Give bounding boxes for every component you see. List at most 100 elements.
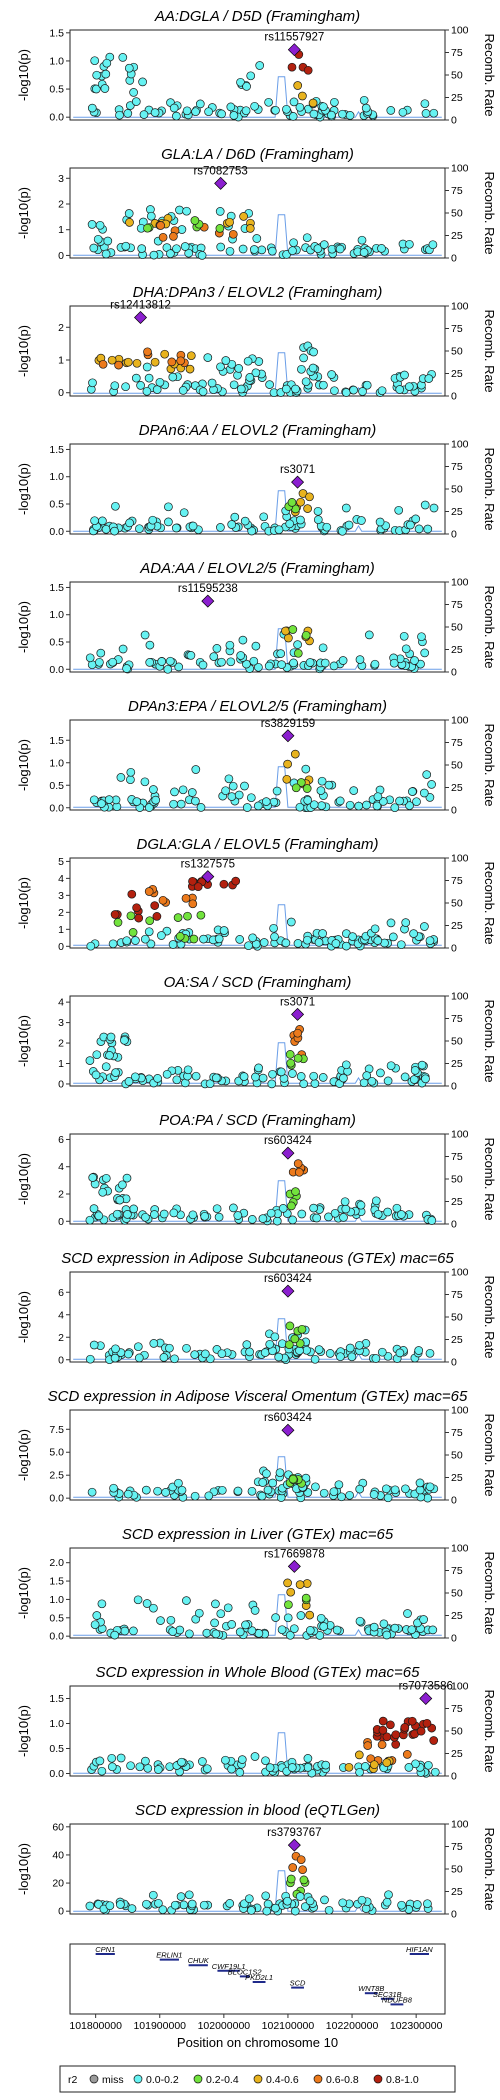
legend-label: miss [102, 2074, 124, 2086]
snp-point [258, 1478, 268, 1487]
right-tick-label: 25 [451, 1058, 463, 1070]
snp-point [338, 656, 348, 665]
snp-point [93, 234, 103, 244]
snp-point [259, 938, 269, 947]
panel-title: SCD expression in Liver (GTEx) mac=65 [122, 1526, 394, 1543]
right-axis-label: Recomb. Rate [482, 585, 497, 668]
snp-point [226, 657, 236, 667]
snp-point [110, 526, 119, 536]
snp-point [397, 1210, 406, 1219]
y-tick-label: 0 [58, 941, 64, 953]
right-tick-label: 50 [451, 1726, 463, 1738]
snp-point [286, 1874, 296, 1884]
snp-point [247, 526, 257, 536]
y-tick-label: 2.0 [49, 1557, 64, 1569]
lead-snp-marker [291, 1007, 305, 1021]
gene-label: NDUFB8 [382, 1995, 413, 2004]
snp-point [253, 801, 263, 811]
snp-point [136, 381, 145, 390]
snp-point [405, 239, 414, 249]
snp-point [129, 1626, 138, 1636]
snp-point [405, 801, 414, 810]
lead-snp-label: rs603424 [264, 1135, 313, 1147]
snp-point [362, 1071, 372, 1080]
snp-point [211, 1073, 221, 1083]
snp-point [379, 1619, 389, 1629]
snp-point [142, 1899, 151, 1909]
snp-point [110, 381, 120, 391]
snp-point [153, 1486, 162, 1496]
panel-11: SCD expression in Liver (GTEx) mac=65 0.0… [16, 1526, 497, 1645]
snp-point [284, 1340, 294, 1350]
snp-point [427, 1216, 437, 1225]
snp-point [344, 520, 354, 530]
right-tick-label: 100 [451, 991, 469, 1003]
plot-frame [69, 1823, 446, 1915]
right-tick-label: 25 [451, 1610, 463, 1622]
snp-point [96, 648, 106, 658]
snp-point [123, 1210, 132, 1219]
snp-point [174, 1478, 183, 1488]
snp-point [176, 799, 186, 809]
snp-point [148, 1890, 158, 1900]
snp-point [313, 244, 323, 254]
snp-point [355, 1484, 365, 1494]
snp-point [403, 1609, 412, 1618]
snp-point [334, 1480, 344, 1490]
right-tick-label: 0 [451, 943, 457, 955]
gene-label: WNT8B [358, 1984, 384, 1993]
snp-point [428, 240, 438, 250]
snp-point [400, 370, 409, 380]
right-axis-label: Recomb. Rate [482, 1551, 497, 1634]
lead-snp-label: rs603424 [264, 1412, 313, 1424]
snp-point [127, 1904, 137, 1913]
snp-point [310, 1079, 320, 1088]
lead-snp-label: rs603424 [264, 1273, 313, 1285]
snp-point [349, 786, 359, 795]
snp-point [247, 1626, 257, 1635]
right-tick-label: 0 [451, 1771, 457, 1783]
snp-point [246, 793, 256, 803]
y-axis-label: -log10(p) [16, 1567, 31, 1619]
snp-point [217, 1349, 227, 1359]
snp-point [283, 1578, 292, 1588]
snp-point [301, 764, 311, 774]
y-axis-label: -log10(p) [16, 1843, 31, 1895]
snp-point [124, 1349, 133, 1359]
snp-point [142, 386, 152, 396]
snp-point [265, 380, 274, 389]
snp-point [161, 1488, 170, 1497]
snp-point [164, 517, 173, 527]
snp-point [240, 781, 249, 791]
snp-point [363, 1741, 373, 1750]
snp-point [229, 111, 239, 120]
snp-point [124, 1077, 134, 1086]
y-axis-label: -log10(p) [16, 325, 31, 377]
snp-point [296, 1855, 306, 1865]
snp-point [224, 774, 234, 784]
snp-point [341, 941, 351, 951]
snp-point [338, 526, 347, 536]
snp-point [289, 1624, 299, 1634]
snp-point [390, 803, 400, 813]
right-tick-label: 50 [451, 70, 463, 82]
snp-point [225, 640, 235, 650]
legend-label: 0.6-0.8 [326, 2074, 359, 2086]
snp-point [410, 1066, 420, 1075]
panel-4: ADA:AA / ELOVL2/5 (Framingham) 0.0 0.5 1.0 1… [16, 560, 497, 679]
gene-label: CHUK [188, 1956, 210, 1965]
snp-point [221, 786, 230, 796]
snp-point [302, 233, 312, 243]
snp-point [257, 245, 267, 255]
right-tick-label: 75 [451, 47, 463, 59]
snp-point [416, 1726, 426, 1736]
snp-point [370, 659, 380, 669]
snp-point [211, 1629, 221, 1639]
snp-point [155, 377, 165, 387]
snp-point [141, 1212, 150, 1222]
right-tick-label: 50 [451, 1864, 463, 1876]
panel-8: POA:PA / SCD (Framingham) 0 2 4 6 0 25 50 75 100 -… [16, 1112, 497, 1231]
snp-point [191, 107, 200, 117]
snp-point [173, 913, 183, 922]
snp-point [415, 1478, 425, 1488]
